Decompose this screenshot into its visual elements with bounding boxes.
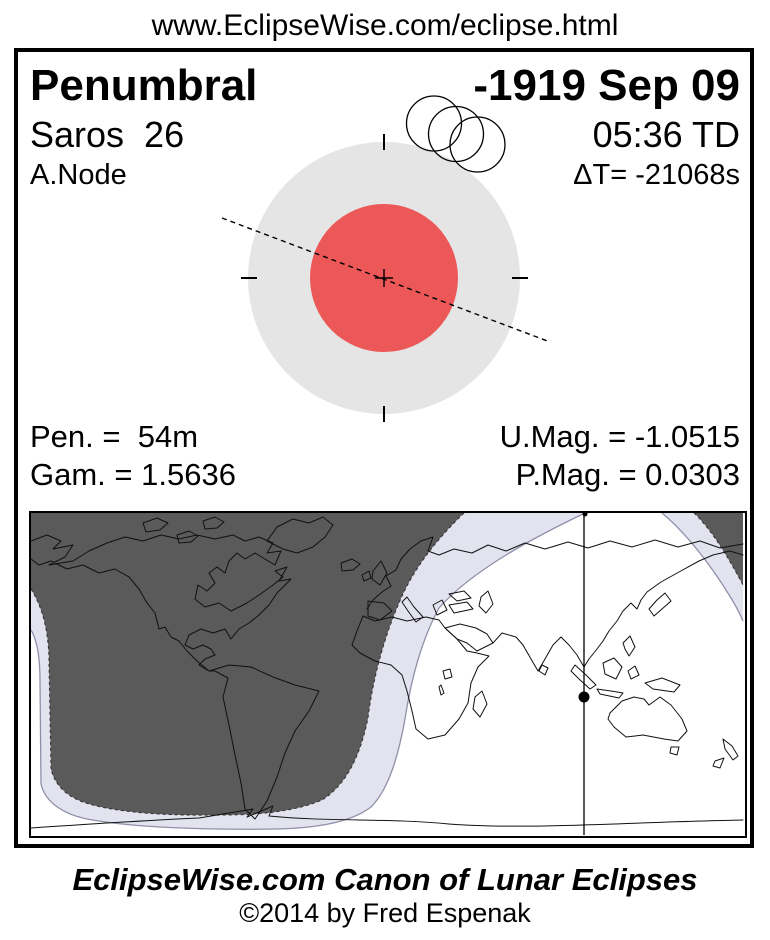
umbral-magnitude: U.Mag. = -1.0515	[499, 419, 740, 454]
stats-row-2: Gam. = 1.5636 P.Mag. = 0.0303	[30, 459, 740, 490]
coast-iberia	[367, 600, 393, 621]
axis-tick-marks	[241, 134, 528, 422]
eclipse-rise-set-curve-outer	[30, 512, 465, 816]
coast-greenland	[266, 516, 334, 554]
header-row-3: A.Node ΔT= -21068s	[30, 161, 740, 190]
coast-antarctica	[30, 805, 744, 829]
coast-japan	[648, 592, 672, 617]
delta-t-value: ΔT= -21068s	[573, 159, 740, 191]
penumbral-magnitude: P.Mag. = 0.0303	[515, 457, 740, 492]
coast-indonesia	[570, 635, 681, 699]
node-type: A.Node	[30, 159, 127, 191]
sublunar-point-dot	[578, 691, 590, 703]
visibility-map-svg	[29, 511, 747, 838]
moon-circle-last-contact	[449, 116, 506, 173]
coast-anatolia-seas	[448, 590, 494, 614]
stats-row-1: Pen. = 54m U.Mag. = -1.0515	[30, 421, 740, 452]
penumbral-duration: Pen. = 54m	[30, 419, 199, 454]
coast-australia	[607, 696, 688, 756]
coast-americas	[30, 534, 320, 820]
map-no-eclipse-region-northeast	[694, 513, 743, 585]
coast-british-isles	[361, 560, 388, 586]
coast-sri-lanka	[538, 664, 549, 676]
coast-new-zealand	[712, 738, 739, 769]
map-border	[29, 511, 747, 838]
coast-african-lakes	[438, 668, 453, 696]
eclipse-date: -1919 Sep 09	[473, 61, 740, 110]
coast-arctic-islands	[142, 516, 361, 572]
greatest-eclipse-time: 05:36 TD	[592, 114, 740, 155]
saros-number: Saros 26	[30, 114, 185, 155]
eclipse-rise-set-curve-inner-ne	[661, 512, 744, 622]
coast-south-east-asia	[492, 550, 744, 672]
coast-africa	[351, 615, 490, 740]
ecliptic-dashed-line	[221, 217, 551, 343]
coastlines	[30, 516, 744, 829]
eclipse-type: Penumbral	[30, 61, 258, 110]
coast-eurasia-north	[366, 536, 744, 610]
header-row-1: Penumbral -1919 Sep 09	[30, 64, 740, 108]
coast-italy-greece	[401, 596, 448, 623]
canon-title: EclipseWise.com Canon of Lunar Eclipses	[72, 862, 698, 897]
copyright-line: ©2014 by Fred Espenak	[239, 898, 531, 928]
eclipse-card	[14, 48, 754, 848]
page-title: www.EclipseWise.com/eclipse.html	[151, 9, 619, 42]
moon-contact-circles	[405, 95, 506, 173]
eclipse-rise-set-curve-outer-ne	[693, 512, 744, 586]
gamma-value: Gam. = 1.5636	[30, 457, 236, 492]
center-cross	[375, 269, 393, 287]
header-row-2: Saros 26 05:36 TD	[30, 117, 740, 153]
coast-madagascar	[472, 690, 488, 718]
